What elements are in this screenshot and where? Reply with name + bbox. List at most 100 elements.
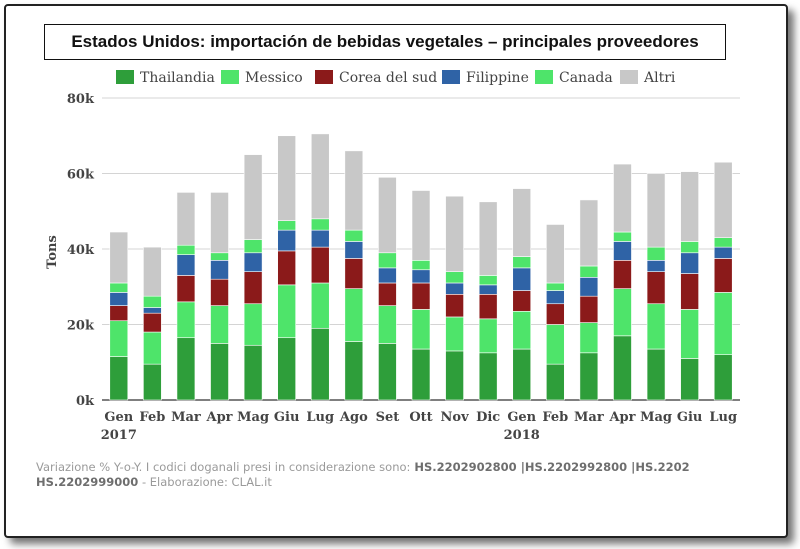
bar-segment (176, 244, 196, 255)
bar-segment (109, 305, 129, 322)
bar-segment (243, 252, 263, 272)
bar-segment (109, 282, 129, 293)
legend: Thailandia Messico Corea del sud Filippine C… (116, 70, 676, 86)
legend-label: Filippine (466, 70, 529, 86)
bar-segment (344, 341, 364, 401)
x-tick-label: Feb (542, 410, 568, 425)
footer-codes-2: HS.2202999000 (36, 475, 139, 489)
x-tick-label: Set (376, 410, 400, 425)
bar-segment (411, 190, 431, 261)
legend-swatch (535, 70, 553, 84)
chart-title: Estados Unidos: importación de bebidas v… (44, 24, 726, 60)
legend-label: Corea del sud (339, 70, 437, 86)
legend-swatch (315, 70, 333, 84)
x-year-label: 2018 (504, 428, 540, 443)
bar-segment (210, 278, 229, 306)
x-tick-label: Dic (476, 410, 500, 425)
bar-segment (512, 267, 532, 291)
bar-segment (243, 239, 263, 254)
y-tick-label: 0k (76, 394, 95, 409)
bar-segment (277, 250, 296, 286)
bar-segment (344, 258, 364, 289)
bar-segment (344, 229, 364, 242)
x-tick-label: Apr (608, 410, 635, 425)
bar-segment (713, 237, 733, 248)
bar-segment (210, 305, 229, 344)
x-axis-ticks: Gen Feb Mar Apr Mag Giu Lug Ago Set Ott Nov Dic Gen F… (101, 410, 737, 443)
bar-segment (310, 327, 330, 401)
bar-segment (512, 256, 532, 269)
bar-segment (344, 150, 364, 231)
bar-segment (445, 282, 464, 295)
bar-segment (411, 269, 431, 284)
bar-segment (613, 260, 632, 289)
bar-segment (277, 220, 296, 231)
bars (109, 133, 733, 401)
bar-segment (378, 282, 397, 306)
bar-segment (176, 337, 196, 401)
bar-segment (713, 354, 733, 401)
bar-segment (143, 363, 162, 401)
bar-segment (546, 290, 565, 305)
bar-segment (109, 292, 129, 306)
bar-segment (143, 295, 162, 308)
bar-segment (243, 303, 263, 346)
bar-segment (478, 293, 498, 320)
bar-segment (613, 241, 632, 261)
bar-segment (143, 307, 162, 314)
bar-segment (176, 254, 196, 276)
bar-segment (277, 284, 296, 339)
bar-segment (680, 358, 699, 401)
bar-segment (243, 271, 263, 305)
bar-segment (210, 192, 229, 254)
bar-segment (478, 352, 498, 401)
bar-segment (445, 350, 464, 401)
bar-segment (613, 335, 632, 401)
x-tick-label: Gen (507, 410, 536, 425)
bar-segment (579, 322, 599, 354)
x-tick-label: Mar (171, 410, 201, 425)
bar-segment (512, 310, 532, 350)
bar-segment (646, 303, 666, 350)
bar-segment (277, 229, 296, 252)
bar-segment (646, 246, 666, 261)
bar-segment (680, 309, 699, 359)
bar-segment (512, 348, 532, 401)
y-tick-label: 20k (67, 319, 95, 334)
bar-segment (344, 241, 364, 259)
bar-segment (546, 282, 565, 291)
bar-segment (546, 363, 565, 401)
footer-tail: - Elaborazione: CLAL.it (138, 475, 272, 489)
y-axis-label: Tons (45, 235, 60, 269)
x-tick-label: Mar (574, 410, 604, 425)
bar-segment (680, 252, 699, 274)
x-tick-label: Lug (709, 410, 737, 425)
bar-segment (646, 348, 666, 401)
bar-segment (310, 282, 330, 329)
bar-segment (512, 188, 532, 257)
bar-segment (243, 344, 263, 401)
bar-segment (109, 320, 129, 357)
bar-segment (210, 343, 229, 401)
bar-segment (243, 154, 263, 240)
bar-segment (680, 273, 699, 310)
bar-segment (646, 260, 666, 272)
bar-segment (579, 265, 599, 278)
bar-segment (579, 199, 599, 267)
bar-segment (210, 260, 229, 280)
bar-segment (512, 290, 532, 312)
bar-segment (646, 173, 666, 248)
bar-segment (310, 218, 330, 231)
bar-segment (176, 192, 196, 246)
x-tick-label: Nov (441, 410, 470, 425)
bar-segment (445, 195, 464, 272)
x-tick-label: Feb (139, 410, 165, 425)
x-tick-label: Giu (274, 410, 300, 425)
bar-segment (478, 284, 498, 295)
legend-label: Canada (559, 70, 613, 86)
bar-segment (378, 176, 397, 254)
bar-segment (546, 303, 565, 325)
legend-label: Altri (643, 70, 676, 86)
x-tick-label: Mag (640, 410, 672, 425)
